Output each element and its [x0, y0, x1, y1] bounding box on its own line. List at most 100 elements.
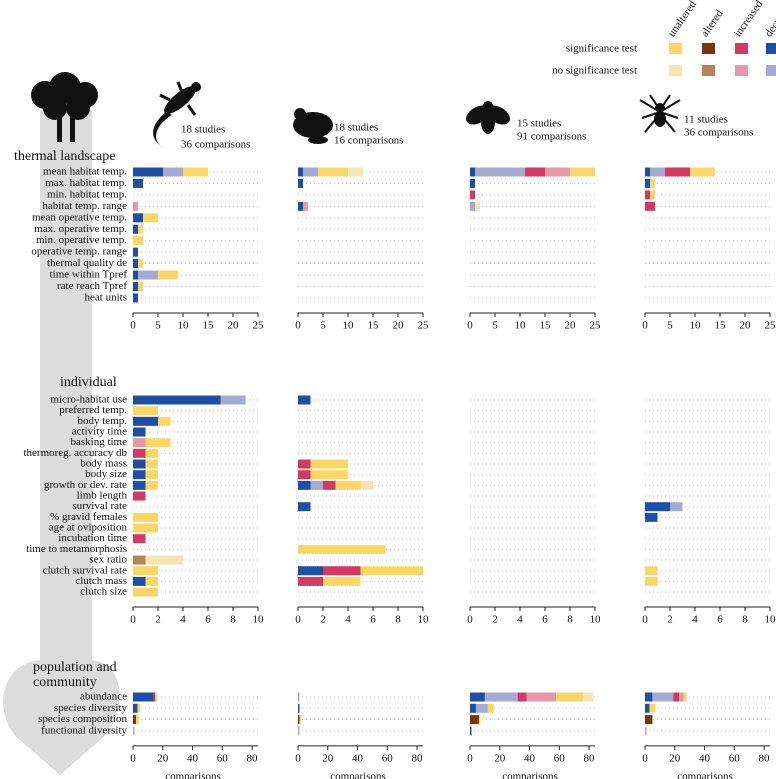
bar-segment: [470, 692, 485, 702]
bar-segment: [478, 715, 481, 725]
x-tick-label: 20: [669, 752, 681, 764]
bar-segment: [298, 395, 311, 405]
legend-swatch: [669, 65, 682, 76]
x-tick-label: 40: [187, 752, 199, 764]
bar-segment: [303, 167, 318, 177]
bar-segment: [583, 692, 594, 702]
taxon-comparisons: 91 comparisons: [517, 131, 586, 143]
x-tick-label: 60: [382, 752, 394, 764]
category-label: max. habitat temp.: [45, 177, 127, 189]
x-tick-label: 40: [352, 752, 364, 764]
bar-segment: [470, 726, 472, 736]
bar-segment: [323, 566, 361, 576]
bar-segment: [318, 167, 348, 177]
bar-segment: [470, 703, 476, 713]
bar-segment: [470, 178, 475, 188]
category-label: body mass: [80, 458, 127, 470]
category-label: body size: [85, 468, 127, 480]
category-label: clutch mass: [75, 575, 127, 587]
bar-segment: [137, 703, 141, 713]
x-tick-label: 4: [517, 614, 523, 626]
bar-segment: [135, 715, 139, 725]
bar-segment: [133, 167, 163, 177]
x-tick-label: 60: [217, 752, 229, 764]
bar-segment: [650, 167, 665, 177]
category-label: survival rate: [72, 500, 127, 512]
x-tick-label: 80: [412, 752, 424, 764]
category-label: time within Tpref: [50, 269, 128, 281]
bar-segment: [163, 167, 183, 177]
category-label: clutch size: [80, 586, 127, 598]
bar-segment: [138, 224, 143, 234]
bar-segment: [138, 259, 143, 269]
bar-segment: [645, 715, 653, 725]
x-tick-label: 6: [370, 614, 376, 626]
category-label: incubation time: [58, 532, 127, 544]
category-label: time to metamorphosis: [26, 543, 127, 555]
bar-segment: [133, 470, 146, 480]
x-tick-label: 0: [130, 319, 136, 331]
bar-segment: [145, 576, 158, 586]
x-tick-label: 25: [253, 319, 265, 331]
legend-row: significance test: [566, 43, 637, 55]
x-tick-label: 6: [717, 614, 723, 626]
x-tick-label: 5: [155, 319, 161, 331]
bar-segment: [220, 395, 246, 405]
taxon-studies: 18 studies: [181, 124, 225, 136]
bar-segment: [298, 715, 300, 725]
bar-segment: [299, 715, 301, 725]
x-tick-label: 8: [230, 614, 236, 626]
frog-icon: [293, 108, 333, 144]
bar-segment: [645, 512, 658, 522]
taxon-comparisons: 36 comparisons: [181, 139, 250, 151]
category-label: rate reach Tpref: [57, 280, 127, 292]
legend-swatch: [669, 43, 682, 54]
x-tick-label: 15: [368, 319, 380, 331]
bar-segment: [298, 576, 323, 586]
bar-segment: [487, 703, 494, 713]
x-tick-label: 10: [515, 319, 527, 331]
category-label: growth or dev. rate: [44, 479, 127, 491]
x-tick-label: 80: [247, 752, 259, 764]
bar-segment: [133, 293, 138, 303]
bar-segment: [133, 566, 158, 576]
scale-arrow: [3, 110, 120, 775]
x-tick-label: 5: [667, 319, 673, 331]
bar-segment: [133, 395, 221, 405]
section-title: thermal landscape: [14, 149, 115, 164]
category-label: mean habitat temp.: [43, 166, 127, 178]
x-tick-label: 4: [345, 614, 351, 626]
x-tick-label: 0: [467, 614, 473, 626]
bar-segment: [133, 715, 136, 725]
x-tick-label: 40: [699, 752, 711, 764]
lizard-icon: [153, 81, 201, 148]
bar-segment: [690, 167, 715, 177]
bar-segment: [310, 470, 348, 480]
x-tick-label: 20: [322, 752, 334, 764]
x-tick-label: 0: [295, 614, 301, 626]
x-tick-label: 60: [729, 752, 741, 764]
category-label: mean operative temp.: [32, 211, 127, 223]
x-tick-label: 25: [590, 319, 602, 331]
x-tick-label: 0: [295, 319, 301, 331]
bar-segment: [133, 534, 146, 544]
bar-segment: [155, 692, 157, 702]
bar-segment: [475, 167, 525, 177]
bar-segment: [517, 692, 527, 702]
x-tick-label: 2: [492, 614, 498, 626]
legend-row: no significance test: [552, 65, 637, 77]
taxon-studies: 15 studies: [517, 118, 561, 130]
category-label: age at oviposition: [49, 522, 128, 534]
bar-segment: [133, 448, 146, 458]
bar-segment: [525, 167, 545, 177]
spider-icon: [639, 94, 681, 133]
x-tick-label: 20: [494, 752, 506, 764]
x-tick-label: 2: [667, 614, 673, 626]
category-label: clutch survival rate: [43, 564, 127, 576]
x-tick-label: 0: [467, 752, 473, 764]
x-tick-label: 10: [690, 319, 702, 331]
category-label: abundance: [80, 691, 127, 703]
x-tick-label: 20: [393, 319, 405, 331]
bar-segment: [133, 213, 143, 223]
bar-segment: [298, 470, 311, 480]
